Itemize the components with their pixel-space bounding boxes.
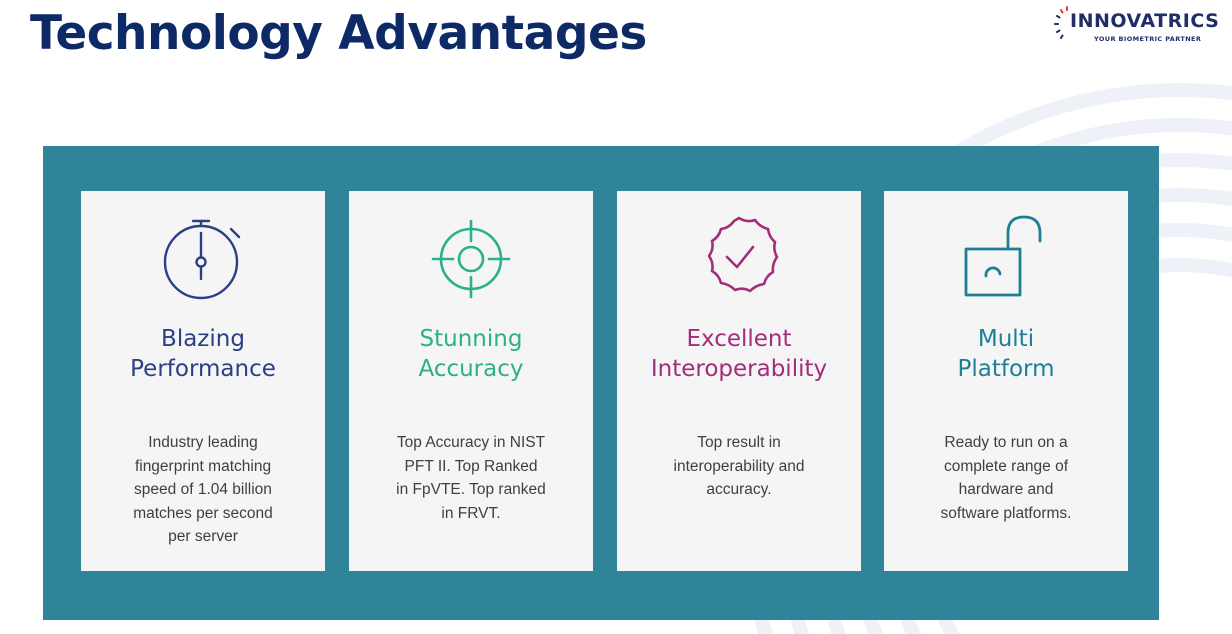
card-heading: Stunning Accuracy [418, 326, 524, 382]
card-description: Top result in interoperability and accur… [673, 434, 805, 498]
card-description: Top Accuracy in NIST PFT II. Top Ranked … [396, 434, 546, 522]
logo-tagline: YOUR BIOMETRIC PARTNER [1094, 35, 1202, 43]
card-stunning-accuracy: Stunning Accuracy Top Accuracy in NIST P… [349, 191, 593, 571]
card-blazing-performance: Blazing Performance Industry leading fin… [81, 191, 325, 571]
slide-title: Technology Advantages [30, 6, 647, 61]
innovatrics-logo: INNOVATRICS YOUR BIOMETRIC PARTNER [1050, 4, 1226, 52]
card-heading: Excellent Interoperability [650, 326, 828, 382]
card-description: Ready to run on a complete range of hard… [940, 434, 1072, 522]
card-description: Industry leading fingerprint matching sp… [133, 434, 273, 545]
unlocked-padlock-icon [964, 215, 1042, 297]
badge-check-icon [707, 216, 779, 293]
logo-wordmark: INNOVATRICS [1070, 10, 1220, 32]
card-heading: Blazing Performance [130, 326, 276, 382]
logo-spark-icon [1054, 6, 1068, 39]
card-multi-platform: Multi Platform Ready to run on a complet… [884, 191, 1128, 571]
stopwatch-icon [163, 219, 241, 300]
crosshair-target-icon [431, 219, 511, 299]
card-heading: Multi Platform [957, 326, 1055, 382]
card-excellent-interoperability: Excellent Interoperability Top result in… [617, 191, 861, 571]
advantages-panel: Blazing Performance Industry leading fin… [43, 146, 1159, 620]
